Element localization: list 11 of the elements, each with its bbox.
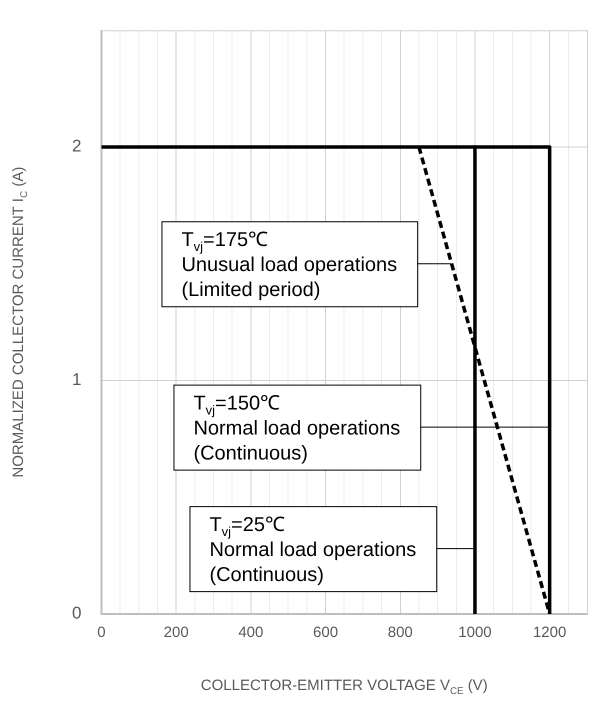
x-tick-label: 600: [313, 624, 338, 642]
x-tick-label: 0: [97, 624, 106, 642]
x-tick-label: 400: [238, 624, 264, 642]
x-tick-label: 1000: [458, 624, 492, 642]
x-tick-label: 800: [388, 624, 413, 642]
y-tick-label: 0: [72, 604, 82, 623]
y-tick-label: 2: [72, 136, 82, 156]
x-tick-label: 1200: [532, 624, 566, 642]
x-tick-label: 200: [164, 624, 189, 642]
y-axis-title: NORMALIZED COLLECTOR CURRENT IC (A): [10, 166, 30, 478]
y-tick-label: 1: [72, 370, 82, 390]
